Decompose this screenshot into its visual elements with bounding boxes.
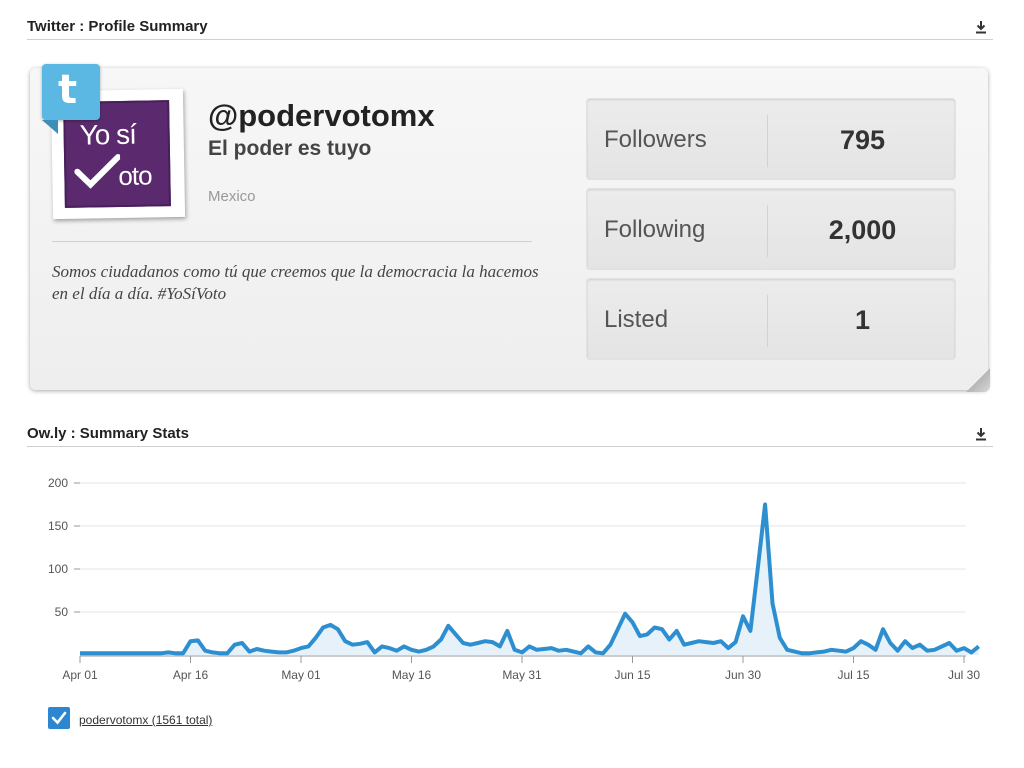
clicks-line-chart[interactable]: 50 100 150 200 Apr 01 Apr 16 May 01 May 16 May … [27, 468, 987, 698]
y-axis: 50 100 150 200 [48, 476, 80, 619]
checkmark-icon [51, 711, 67, 725]
stat-label: Listed [604, 306, 669, 333]
checkmark-icon [74, 153, 121, 189]
x-tick-label: Apr 01 [62, 668, 98, 682]
twitter-section-title: Twitter : Profile Summary [27, 18, 208, 35]
x-axis: Apr 01 Apr 16 May 01 May 16 May 31 Jun 15 Jun … [62, 655, 980, 682]
stat-label: Following [604, 216, 706, 243]
divider [52, 241, 532, 242]
y-tick-label: 200 [48, 476, 68, 490]
stat-listed[interactable]: Listed 1 [586, 278, 956, 360]
profile-card: Yo sí oto t @podervotomx El poder es tuy… [30, 64, 990, 392]
profile-handle[interactable]: @podervotomx [208, 98, 435, 133]
twitter-icon: t [42, 64, 100, 134]
series-area [80, 504, 979, 655]
stat-value: 1 [854, 305, 871, 335]
stat-value: 795 [839, 125, 886, 155]
x-tick-label: Jun 30 [725, 668, 761, 682]
profile-name: El poder es tuyo [208, 137, 372, 160]
stat-label: Followers [604, 126, 707, 153]
series-line[interactable] [80, 502, 980, 656]
twitter-logo-letter: t [58, 67, 78, 113]
legend-series-link[interactable]: podervotomx (1561 total) [79, 713, 213, 727]
x-tick-label: May 01 [281, 668, 321, 682]
x-tick-label: May 31 [502, 668, 542, 682]
stat-separator [767, 295, 768, 347]
twitter-section-header: Twitter : Profile Summary [27, 18, 993, 40]
chart-grid [80, 482, 966, 613]
x-tick-label: May 16 [392, 668, 432, 682]
stat-value: 2,000 [828, 215, 897, 245]
avatar-logo-text-2: oto [118, 160, 152, 191]
profile-bio: Somos ciudadanos como tú que creemos que… [52, 262, 539, 303]
download-icon[interactable] [975, 20, 987, 34]
stat-separator [767, 115, 768, 167]
x-tick-label: Jul 30 [948, 668, 980, 682]
badge-fold [42, 120, 58, 134]
download-icon[interactable] [975, 427, 987, 441]
y-tick-label: 50 [55, 605, 69, 619]
owly-section-title: Ow.ly : Summary Stats [27, 425, 189, 442]
stat-following[interactable]: Following 2,000 [586, 188, 956, 270]
y-tick-label: 100 [48, 562, 68, 576]
x-tick-label: Jul 15 [837, 668, 869, 682]
stat-separator [767, 205, 768, 257]
x-tick-label: Apr 16 [173, 668, 209, 682]
avatar-frame: Yo sí oto [50, 88, 186, 220]
profile-location: Mexico [208, 188, 256, 205]
owly-section-header: Ow.ly : Summary Stats [27, 425, 993, 447]
avatar-logo-text: Yo sí [79, 118, 137, 151]
x-tick-label: Jun 15 [614, 668, 650, 682]
y-tick-label: 150 [48, 519, 68, 533]
legend-checkbox[interactable] [48, 707, 70, 729]
page-curl [966, 368, 990, 392]
stat-followers[interactable]: Followers 795 [586, 98, 956, 180]
avatar[interactable]: Yo sí oto [63, 100, 171, 208]
